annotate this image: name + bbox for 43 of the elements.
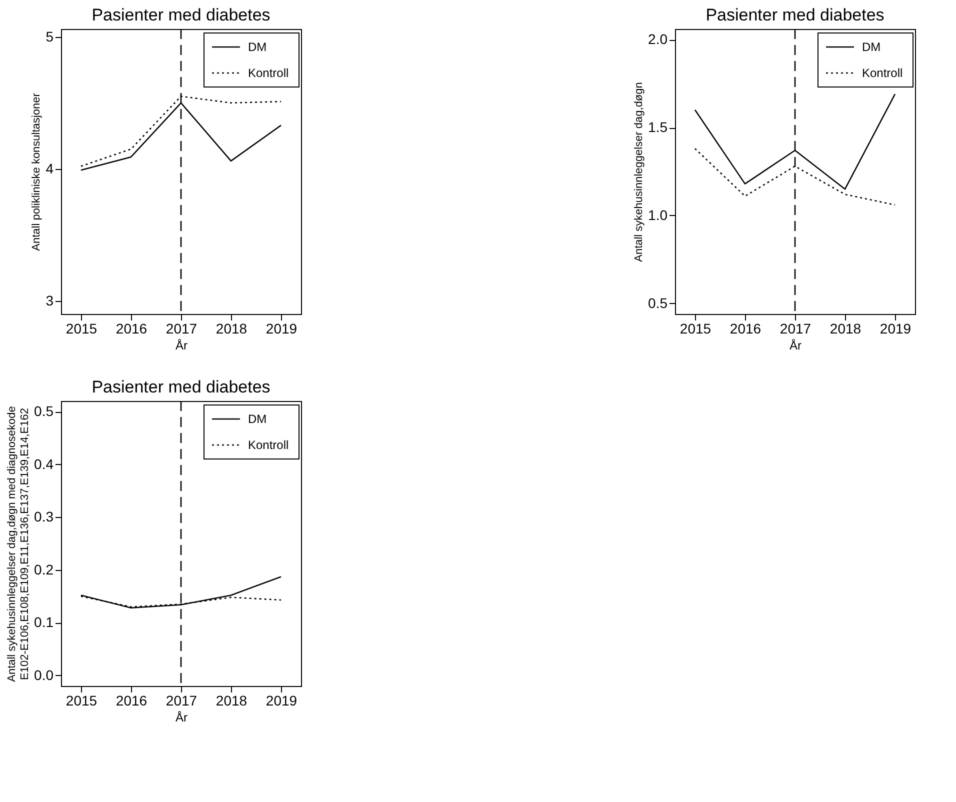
- legend-label: Kontroll: [862, 66, 903, 80]
- x-tick-label: 2018: [216, 320, 248, 336]
- legend-label: DM: [248, 40, 267, 54]
- y-axis-title: Antall polikliniske konsultasjoner: [30, 92, 43, 251]
- y-tick-label: 0.2: [34, 561, 54, 578]
- y-axis-title: Antall sykehusinnleggelser dag,døgn: [633, 82, 646, 262]
- chart-title: Pasienter med diabetes: [92, 377, 270, 396]
- x-tick-label: 2019: [880, 320, 912, 336]
- x-tick-label: 2016: [116, 692, 148, 708]
- y-tick-label: 0.0: [34, 666, 54, 683]
- x-axis-title: År: [176, 710, 188, 724]
- y-axis-title: Antall sykehusinnleggelser dag,døgn med diagnosekode E102-E106,E108,E109,E11,E136,E137,E139,E14,E162: [6, 406, 32, 682]
- y-tick-label: 1.0: [648, 206, 668, 223]
- x-tick-label: 2016: [730, 320, 762, 336]
- chart-title: Pasienter med diabetes: [706, 5, 884, 24]
- y-tick-label: 0.5: [34, 403, 54, 420]
- y-tick-label: 0.5: [648, 294, 668, 311]
- legend-label: DM: [862, 40, 881, 54]
- x-tick-label: 2017: [166, 320, 198, 336]
- y-tick-label: 1.5: [648, 119, 668, 136]
- x-tick-label: 2019: [266, 692, 298, 708]
- y-tick-label: 2.0: [648, 31, 668, 48]
- x-tick-label: 2019: [266, 320, 298, 336]
- y-tick-label: 0.1: [34, 614, 54, 630]
- x-tick-label: 2016: [116, 320, 148, 336]
- x-tick-label: 2015: [66, 692, 98, 708]
- x-tick-label: 2015: [680, 320, 712, 336]
- legend-label: DM: [248, 412, 267, 426]
- x-tick-label: 2018: [830, 320, 862, 336]
- y-tick-label: 4: [46, 160, 54, 176]
- x-axis-title: År: [176, 338, 188, 352]
- legend-label: Kontroll: [248, 66, 289, 80]
- chart-title: Pasienter med diabetes: [92, 5, 270, 24]
- y-tick-label: 0.3: [34, 508, 54, 525]
- x-tick-label: 2017: [166, 692, 198, 708]
- x-tick-label: 2018: [216, 692, 248, 708]
- y-tick-label: 0.4: [34, 456, 54, 472]
- y-tick-label: 3: [46, 292, 54, 308]
- x-tick-label: 2017: [780, 320, 812, 336]
- legend-label: Kontroll: [248, 438, 289, 452]
- y-tick-label: 5: [46, 28, 54, 44]
- x-axis-title: År: [790, 338, 802, 352]
- x-tick-label: 2015: [66, 320, 98, 336]
